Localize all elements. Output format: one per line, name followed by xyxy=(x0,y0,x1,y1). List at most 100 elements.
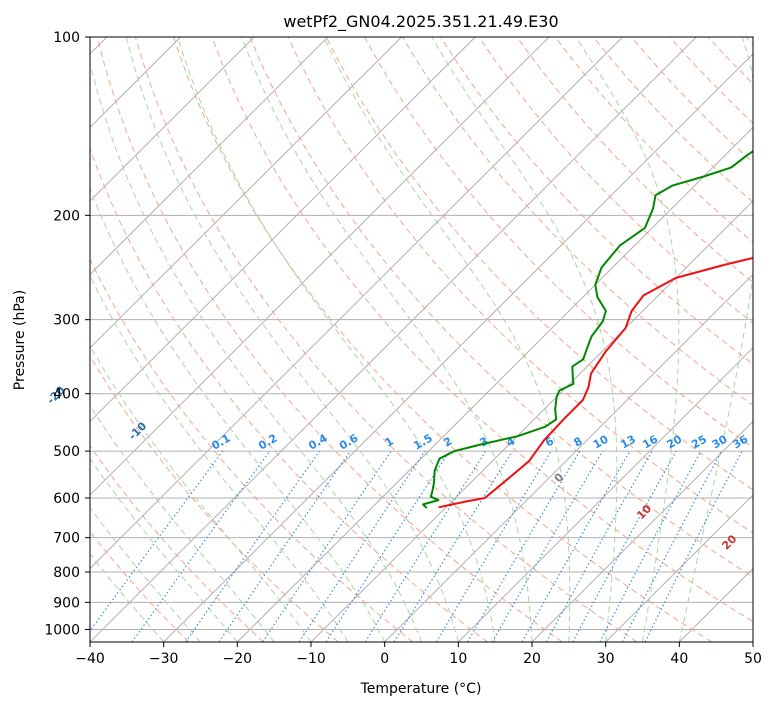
mixing-ratio-label: 16 xyxy=(640,432,660,451)
y-tick-label: 600 xyxy=(53,491,80,507)
y-tick-label: 1000 xyxy=(44,622,80,638)
mixing-ratio-label: 0.1 xyxy=(209,432,232,453)
mixing-ratio-label: 13 xyxy=(618,433,638,452)
dry-adiabat-line xyxy=(211,37,753,623)
isotherm-line xyxy=(163,53,753,642)
isotherm-line xyxy=(90,37,402,349)
isotherm-line xyxy=(236,126,753,642)
dry-adiabat-line xyxy=(554,37,753,243)
dry-adiabat-line xyxy=(745,37,753,45)
y-tick-label: 800 xyxy=(53,565,80,581)
mixing-ratio-label: 0.4 xyxy=(306,431,330,452)
mixing-ratio-line xyxy=(599,450,702,642)
mixing-ratio-label: 36 xyxy=(731,432,751,451)
isotherm-line xyxy=(384,273,753,642)
dry-adiabat-line xyxy=(707,37,753,85)
isotherm-line xyxy=(605,494,753,642)
dry-adiabat-line xyxy=(90,445,264,642)
dewpoint-profile xyxy=(422,150,753,509)
x-tick-label: 40 xyxy=(670,651,688,667)
isotherm-line xyxy=(752,641,753,642)
grid-lines xyxy=(90,37,753,642)
moist-adiabat-label: 0 xyxy=(552,470,567,485)
moist-adiabat-line xyxy=(90,404,275,642)
mixing-ratio-line xyxy=(131,450,271,642)
moist-adiabat-line xyxy=(575,37,680,642)
dry-adiabat-line xyxy=(249,37,753,578)
moist-adiabat-line xyxy=(90,457,238,642)
moist-adiabat-label: 10 xyxy=(634,502,654,522)
mixing-ratio-label: 30 xyxy=(710,432,730,451)
mixing-ratio-line xyxy=(262,450,392,642)
mixing-ratio-label: 10 xyxy=(591,432,611,451)
moist-adiabat-line xyxy=(90,506,201,642)
moist-adiabat-line xyxy=(90,187,386,642)
plot-frame xyxy=(89,36,754,643)
isotherm-line xyxy=(90,37,255,202)
x-tick-label: 10 xyxy=(449,651,467,667)
mixing-ratio-line xyxy=(644,450,743,642)
chart-title: wetPf2_GN04.2025.351.21.49.E30 xyxy=(283,12,558,32)
y-tick-label: 400 xyxy=(53,387,80,403)
dry-adiabat-line xyxy=(90,530,190,642)
y-axis-label: Pressure (hPa) xyxy=(12,290,28,390)
dry-adiabat-line xyxy=(325,37,753,491)
mixing-ratio-line xyxy=(364,450,487,642)
mixing-ratio-line xyxy=(572,450,677,642)
dry-adiabat-line xyxy=(90,355,339,642)
mixing-ratio-line xyxy=(185,450,321,642)
y-tick-label: 100 xyxy=(53,30,80,46)
dry-adiabat-line xyxy=(96,37,563,642)
dry-adiabat-line xyxy=(287,37,753,534)
isotherm-line xyxy=(90,37,623,570)
x-tick-label: −20 xyxy=(223,651,253,667)
profile-series xyxy=(422,150,753,509)
background-lines xyxy=(90,37,753,642)
isotherm-line xyxy=(457,347,753,642)
moist-adiabat-line xyxy=(678,37,753,642)
x-tick-label: 0 xyxy=(380,651,389,667)
x-tick-label: −30 xyxy=(149,651,179,667)
mixing-ratio-line xyxy=(393,450,513,642)
dry-adiabat-line xyxy=(90,147,488,642)
dry-adiabat-line xyxy=(134,37,638,642)
mixing-ratio-label: 1.5 xyxy=(411,432,434,453)
x-tick-label: 20 xyxy=(523,651,541,667)
y-tick-label: 900 xyxy=(53,595,80,611)
moist-adiabat-line xyxy=(177,37,496,642)
moist-adiabat-line xyxy=(241,37,533,642)
mixing-ratio-line xyxy=(325,450,451,642)
isotherm-line xyxy=(310,200,753,642)
isotherm-line xyxy=(90,37,697,642)
isotherm-line xyxy=(90,37,550,496)
mixing-ratio-label: 8 xyxy=(571,435,584,450)
mixing-ratio-label: 1 xyxy=(383,435,396,450)
temperature-profile xyxy=(438,256,753,509)
isotherm-line xyxy=(531,420,753,642)
x-tick-label: 50 xyxy=(744,651,762,667)
mixing-ratio-line xyxy=(521,450,631,642)
moist-adiabat-line xyxy=(90,274,349,642)
moist-adiabat-line xyxy=(90,61,422,642)
mixing-ratio-line xyxy=(298,450,426,642)
mixing-ratio-label: 20 xyxy=(665,432,685,451)
mixing-ratio-label: 0.2 xyxy=(256,432,279,453)
moist-adiabat-line xyxy=(431,37,618,642)
mixing-ratio-line xyxy=(90,450,224,632)
mixing-ratio-line xyxy=(545,450,653,642)
y-tick-label: 500 xyxy=(53,444,80,460)
mixing-ratio-line xyxy=(218,450,351,642)
dry-adiabat-line xyxy=(592,37,753,203)
x-axis-label: Temperature (°C) xyxy=(360,681,482,697)
y-tick-label: 300 xyxy=(53,313,80,329)
x-tick-label: 30 xyxy=(597,651,615,667)
dry-adiabat-line xyxy=(90,258,414,642)
x-tick-label: −10 xyxy=(296,651,326,667)
isotherm-line xyxy=(90,37,329,276)
dry-adiabat-line xyxy=(669,37,753,124)
x-tick-label: −40 xyxy=(75,651,105,667)
axis-ticks: −40 −30 −20 −10 0 10 20 30 40 5010020030040050060… xyxy=(44,30,762,667)
mixing-ratio-line xyxy=(435,450,552,642)
